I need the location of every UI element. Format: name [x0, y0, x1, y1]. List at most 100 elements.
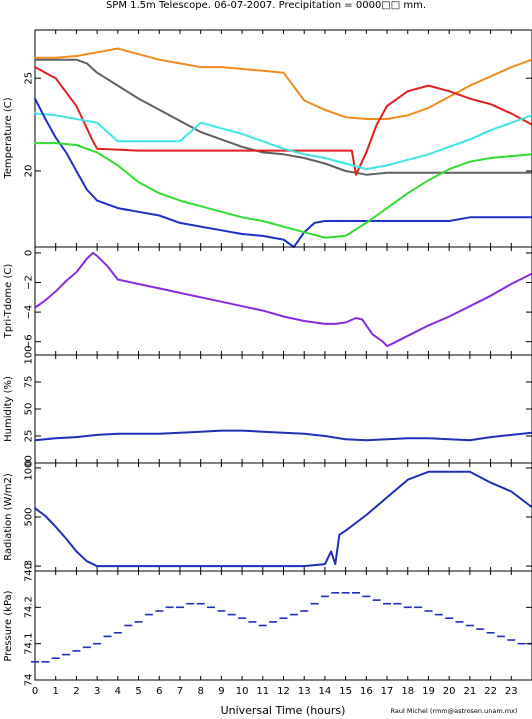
tdiff-y-tick-label: −4 [23, 305, 34, 320]
x-tick-label: 0 [32, 686, 38, 697]
pressure-point [238, 617, 247, 619]
pressure-point [113, 632, 122, 634]
x-tick-label: 8 [197, 686, 203, 697]
temperature-series-line-1 [34, 47, 532, 120]
temperature-y-tick-label: 25 [24, 72, 35, 85]
pressure-point [72, 650, 81, 652]
pressure-point [289, 613, 298, 616]
humidity-panel: 0 25 50 75 100 Humidity (%) [3, 345, 532, 466]
pressure-point [310, 602, 319, 605]
x-tick-label: 14 [319, 686, 332, 697]
temperature-panel: 20 25 Temperature (C) [3, 29, 532, 248]
pressure-point [258, 624, 267, 627]
pressure-point [352, 592, 360, 594]
pressure-axis-label: Pressure (kPa) [3, 590, 14, 661]
pressure-point [134, 621, 143, 623]
pressure-point [476, 628, 485, 630]
tdiff-y-tick-label: −6 [23, 334, 34, 349]
pressure-point [217, 610, 226, 612]
temperature-series-line-6 [34, 142, 532, 239]
pressure-y-tick-label: 74 [24, 674, 35, 687]
x-tick-label: 4 [115, 686, 121, 697]
x-tick-label: 22 [484, 686, 497, 697]
x-tick-label: 17 [381, 686, 394, 697]
x-axis-label: Universal Time (hours) [221, 704, 346, 717]
humidity-y-tick-label: 75 [24, 376, 35, 389]
temperature-plot-frame [34, 29, 532, 248]
x-tick-label: 5 [135, 686, 141, 697]
x-tick-label: 13 [298, 686, 311, 697]
pressure-point [517, 642, 526, 645]
tdiff-panel: −6 −4 −2 0 Tpri-Tdome (C) [3, 246, 532, 356]
pressure-point [196, 602, 205, 605]
pressure-point [393, 602, 402, 605]
pressure-point [82, 646, 91, 649]
pressure-y-tick-label: 74.2 [24, 596, 35, 618]
radiation-series-line-1 [34, 470, 532, 568]
tdiff-series-line-1 [34, 251, 532, 348]
temperature-axis-label: Temperature (C) [3, 97, 14, 179]
pressure-y-tick-label: 74.1 [23, 633, 34, 655]
humidity-plot-frame [34, 354, 532, 464]
x-tick-label: 16 [360, 686, 373, 697]
pressure-point [455, 621, 464, 623]
pressure-point [51, 657, 60, 659]
pressure-point [362, 595, 371, 598]
x-tick-label: 10 [236, 686, 249, 697]
humidity-y-tick-label: 0 [24, 460, 35, 466]
figure-title: SPM 1.5m Telescope. 06-07-2007. Precipit… [106, 0, 426, 11]
pressure-panel: 74 74.1 74.2 74.3 Pressure (kPa) [3, 560, 532, 687]
tdiff-y-tick-label: 0 [24, 250, 35, 256]
temperature-series-line-4 [34, 112, 532, 171]
pressure-point [414, 606, 423, 609]
humidity-y-tick-label: 100 [24, 345, 35, 364]
pressure-y-tick-label: 74.3 [24, 560, 35, 582]
pressure-point [383, 602, 391, 605]
pressure-plot-frame [34, 570, 532, 681]
x-tick-label: 3 [94, 686, 100, 697]
pressure-point [445, 617, 454, 619]
pressure-point [403, 606, 412, 609]
pressure-point [207, 606, 215, 609]
radiation-axis-label: Radiation (W/m2) [3, 473, 14, 561]
pressure-point [320, 595, 329, 598]
pressure-point [62, 653, 71, 656]
pressure-point [465, 624, 474, 627]
pressure-point [279, 617, 288, 619]
humidity-axis-label: Humidity (%) [3, 376, 14, 442]
pressure-point [331, 592, 340, 594]
pressure-point [248, 621, 257, 623]
pressure-point [341, 592, 350, 594]
tdiff-plot-frame [34, 246, 532, 356]
pressure-point [227, 613, 236, 616]
pressure-point [434, 613, 443, 616]
radiation-y-tick-label: 1000 [24, 455, 35, 480]
x-tick-label: 7 [177, 686, 183, 697]
x-tick-label: 9 [218, 686, 224, 697]
x-tick-label: 11 [256, 686, 269, 697]
x-tick-label: 19 [422, 686, 435, 697]
pressure-point [124, 624, 133, 627]
pressure-point [176, 606, 184, 609]
radiation-panel: 0 500 1000 Radiation (W/m2) [3, 455, 532, 572]
pressure-point [31, 661, 39, 663]
temperature-y-tick-label: 20 [23, 165, 34, 178]
radiation-plot-frame [34, 462, 532, 572]
pressure-point [103, 635, 112, 638]
x-tick-label: 1 [53, 686, 59, 697]
x-axis: 0 1 2 3 4 5 6 7 8 9 10 11 12 13 14 15 16 17 18 19 20 21 22 23 [32, 30, 518, 697]
temperature-series-line-2 [34, 58, 532, 176]
temperature-series-line-5 [34, 97, 532, 248]
x-tick-label: 2 [73, 686, 79, 697]
pressure-point [93, 642, 102, 645]
humidity-y-tick-label: 50 [24, 403, 35, 416]
pressure-point [155, 610, 164, 612]
pressure-point [269, 621, 278, 623]
pressure-point [486, 632, 495, 634]
radiation-y-tick-label: 500 [24, 507, 35, 526]
x-tick-label: 6 [156, 686, 162, 697]
pressure-point [41, 661, 50, 663]
tdiff-y-tick-label: −2 [24, 275, 35, 290]
pressure-point [496, 635, 505, 638]
